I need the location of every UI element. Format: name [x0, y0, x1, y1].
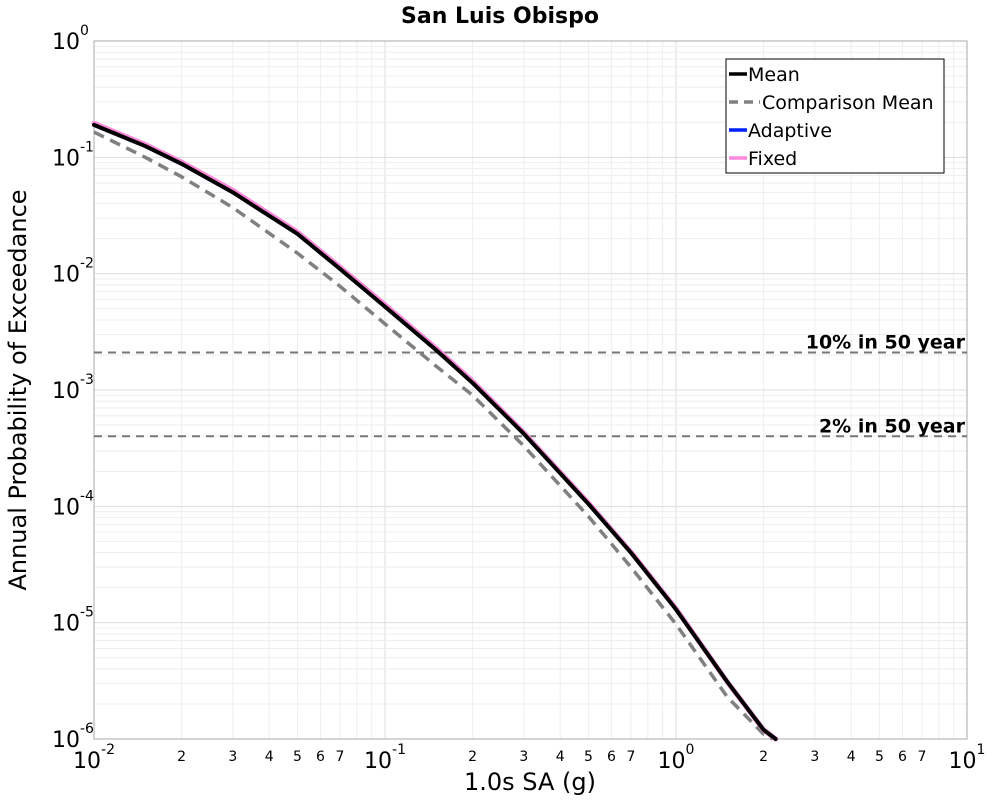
y-axis-ticks: 100 10-1 10-2 10-3 10-4 10-5 10-6 [52, 23, 94, 753]
x-minor-tick-label: 5 [875, 749, 884, 765]
x-minor-tick-label: 7 [626, 749, 635, 765]
legend-label: Mean [748, 64, 800, 86]
reference-lines: 10% in 50 year 2% in 50 year [94, 332, 967, 438]
x-minor-tick-label: 3 [519, 749, 528, 765]
legend-label: Adaptive [748, 120, 832, 142]
x-minor-tick-label: 4 [847, 749, 856, 765]
series-line-mean [92, 122, 778, 741]
y-tick-label: 10-6 [52, 721, 94, 753]
reference-line-label: 10% in 50 year [806, 332, 966, 354]
plot-frame [93, 40, 968, 740]
x-tick-label: 10-2 [73, 742, 115, 774]
y-tick-label: 10-5 [52, 605, 94, 637]
legend-box [725, 58, 945, 174]
series-line-fixed [91, 120, 779, 742]
x-minor-tick-label: 2 [177, 749, 186, 765]
legend-label: Fixed [748, 148, 797, 170]
x-minor-tick-label: 5 [293, 749, 302, 765]
reference-line-label: 2% in 50 year [819, 415, 966, 437]
x-minor-tick-label: 6 [898, 749, 907, 765]
x-minor-tick-label: 4 [265, 749, 274, 765]
y-tick-label: 10-1 [52, 139, 94, 171]
series-line-adaptive [92, 123, 778, 741]
series-line-comparison-mean [93, 130, 774, 741]
x-axis-label: 1.0s SA (g) [464, 768, 596, 796]
x-minor-tick-label: 3 [810, 749, 819, 765]
series-lines [91, 120, 779, 742]
legend-label: Comparison Mean [762, 92, 934, 114]
x-tick-label: 101 [949, 742, 986, 774]
y-tick-label: 10-2 [52, 256, 94, 288]
x-minor-tick-label: 2 [468, 749, 477, 765]
x-minor-tick-label: 5 [584, 749, 593, 765]
y-tick-label: 10-3 [52, 372, 94, 404]
x-minor-tick-label: 7 [917, 749, 926, 765]
x-minor-tick-label: 6 [607, 749, 616, 765]
legend: Mean Comparison Mean Adaptive Fixed [725, 58, 945, 174]
grid [94, 41, 967, 739]
x-minor-tick-label: 7 [335, 749, 344, 765]
y-axis-label: Annual Probability of Exceedance [4, 189, 32, 590]
x-tick-label: 100 [658, 742, 695, 774]
x-minor-tick-label: 4 [556, 749, 565, 765]
y-tick-label: 10-4 [52, 488, 94, 520]
x-minor-tick-label: 6 [316, 749, 325, 765]
x-minor-tick-label: 2 [759, 749, 768, 765]
x-tick-label: 10-1 [364, 742, 406, 774]
y-tick-label: 100 [52, 23, 89, 55]
x-minor-tick-label: 3 [228, 749, 237, 765]
chart-title: San Luis Obispo [401, 4, 599, 29]
